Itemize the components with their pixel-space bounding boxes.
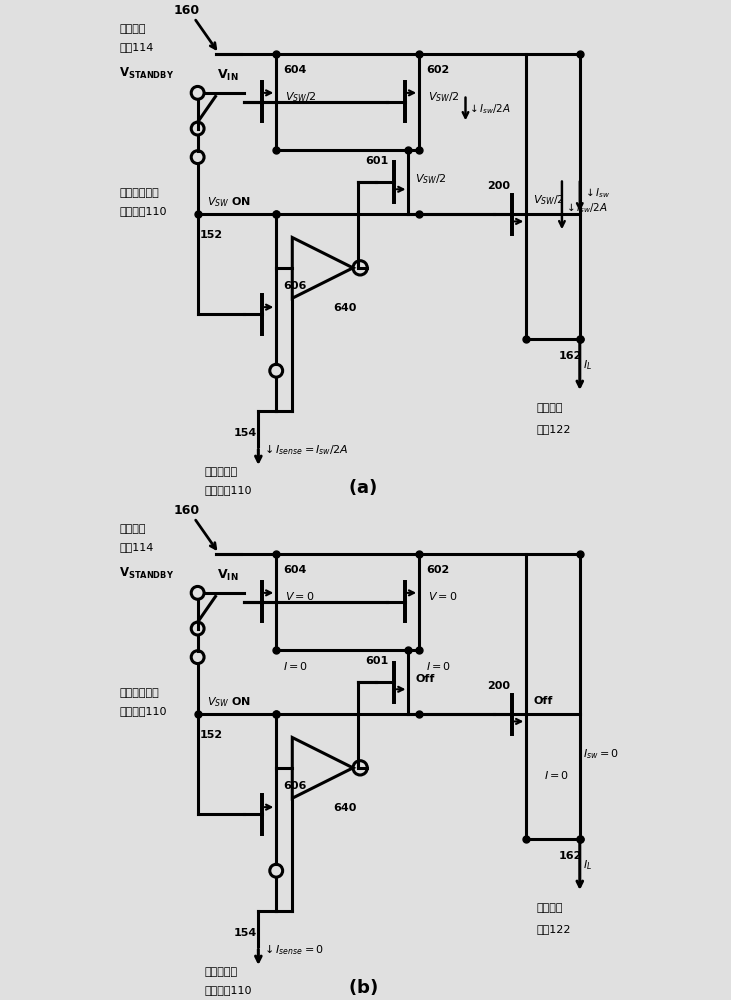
Text: $\mathbf{(a)}$: $\mathbf{(a)}$ — [348, 477, 376, 497]
Text: $\downarrow I_{sense} = I_{sw}/2A$: $\downarrow I_{sense} = I_{sw}/2A$ — [262, 443, 349, 457]
Text: 到脉冲宽度: 到脉冲宽度 — [205, 467, 238, 477]
Text: 601: 601 — [366, 656, 389, 666]
Text: 来自供应: 来自供应 — [119, 524, 145, 534]
Text: 调制控制110: 调制控制110 — [205, 485, 252, 495]
Text: $V_{SW}/2$: $V_{SW}/2$ — [415, 172, 447, 186]
Text: 调制控制110: 调制控制110 — [119, 706, 167, 716]
Text: $V_{SW}/2$: $V_{SW}/2$ — [428, 90, 460, 104]
Text: $\mathbf{V_{IN}}$: $\mathbf{V_{IN}}$ — [217, 568, 239, 583]
Text: 200: 200 — [487, 681, 510, 691]
Text: $I = 0$: $I = 0$ — [284, 660, 308, 672]
Text: 162: 162 — [558, 851, 582, 861]
Text: $\downarrow I_{sense} = 0$: $\downarrow I_{sense} = 0$ — [262, 943, 324, 957]
Text: $\mathbf{(b)}$: $\mathbf{(b)}$ — [348, 977, 377, 997]
Text: Off: Off — [415, 674, 435, 684]
Text: 调制控制110: 调制控制110 — [119, 206, 167, 216]
Text: $\mathbf{V_{STANDBY}}$: $\mathbf{V_{STANDBY}}$ — [119, 566, 174, 581]
Text: $V_{SW}/2$: $V_{SW}/2$ — [285, 90, 317, 104]
Text: 到切换电: 到切换电 — [537, 903, 564, 913]
Text: 感器122: 感器122 — [537, 424, 572, 434]
Text: $\downarrow I_{sw}/2A$: $\downarrow I_{sw}/2A$ — [467, 103, 511, 116]
Text: 606: 606 — [284, 781, 307, 791]
Text: Off: Off — [534, 696, 553, 706]
Text: 到切换电: 到切换电 — [537, 403, 564, 413]
Text: $V = 0$: $V = 0$ — [428, 590, 458, 602]
Text: 感器122: 感器122 — [537, 924, 572, 934]
Text: $I_L$: $I_L$ — [583, 358, 593, 372]
Text: 调制控制110: 调制控制110 — [205, 985, 252, 995]
Text: 来自脉冲宽度: 来自脉冲宽度 — [119, 688, 159, 698]
Text: $V = 0$: $V = 0$ — [285, 590, 315, 602]
Text: 604: 604 — [284, 65, 307, 75]
Text: $V_{SW}$ ON: $V_{SW}$ ON — [207, 695, 251, 709]
Text: 电压114: 电压114 — [119, 42, 154, 52]
Text: 602: 602 — [426, 65, 450, 75]
Text: $V_{SW}/2$: $V_{SW}/2$ — [534, 194, 565, 207]
Text: 640: 640 — [333, 803, 357, 813]
Text: 152: 152 — [200, 230, 222, 239]
Text: 160: 160 — [174, 4, 200, 17]
Text: $I = 0$: $I = 0$ — [544, 769, 569, 781]
Text: 电压114: 电压114 — [119, 542, 154, 552]
Text: 640: 640 — [333, 303, 357, 313]
Text: $\downarrow I_{sw}/2A$: $\downarrow I_{sw}/2A$ — [564, 201, 607, 215]
Text: 162: 162 — [558, 351, 582, 361]
Text: $\downarrow I_{sw}$: $\downarrow I_{sw}$ — [583, 186, 611, 200]
Text: $V_{SW}$ ON: $V_{SW}$ ON — [207, 195, 251, 209]
Text: 来自脉冲宽度: 来自脉冲宽度 — [119, 188, 159, 198]
Text: 到脉冲宽度: 到脉冲宽度 — [205, 967, 238, 977]
Text: 601: 601 — [366, 156, 389, 166]
Text: 来自供应: 来自供应 — [119, 24, 145, 34]
Text: $I = 0$: $I = 0$ — [426, 660, 452, 672]
Text: 606: 606 — [284, 281, 307, 291]
Text: 152: 152 — [200, 730, 222, 740]
Text: 602: 602 — [426, 565, 450, 575]
Text: $\mathbf{V_{IN}}$: $\mathbf{V_{IN}}$ — [217, 68, 239, 83]
Text: 604: 604 — [284, 565, 307, 575]
Text: $\mathbf{V_{STANDBY}}$: $\mathbf{V_{STANDBY}}$ — [119, 66, 174, 81]
Text: 200: 200 — [487, 181, 510, 191]
Text: 154: 154 — [233, 428, 257, 438]
Text: $I_{sw} = 0$: $I_{sw} = 0$ — [583, 747, 619, 761]
Text: 160: 160 — [174, 504, 200, 517]
Text: 154: 154 — [233, 928, 257, 938]
Text: $I_L$: $I_L$ — [583, 858, 593, 872]
